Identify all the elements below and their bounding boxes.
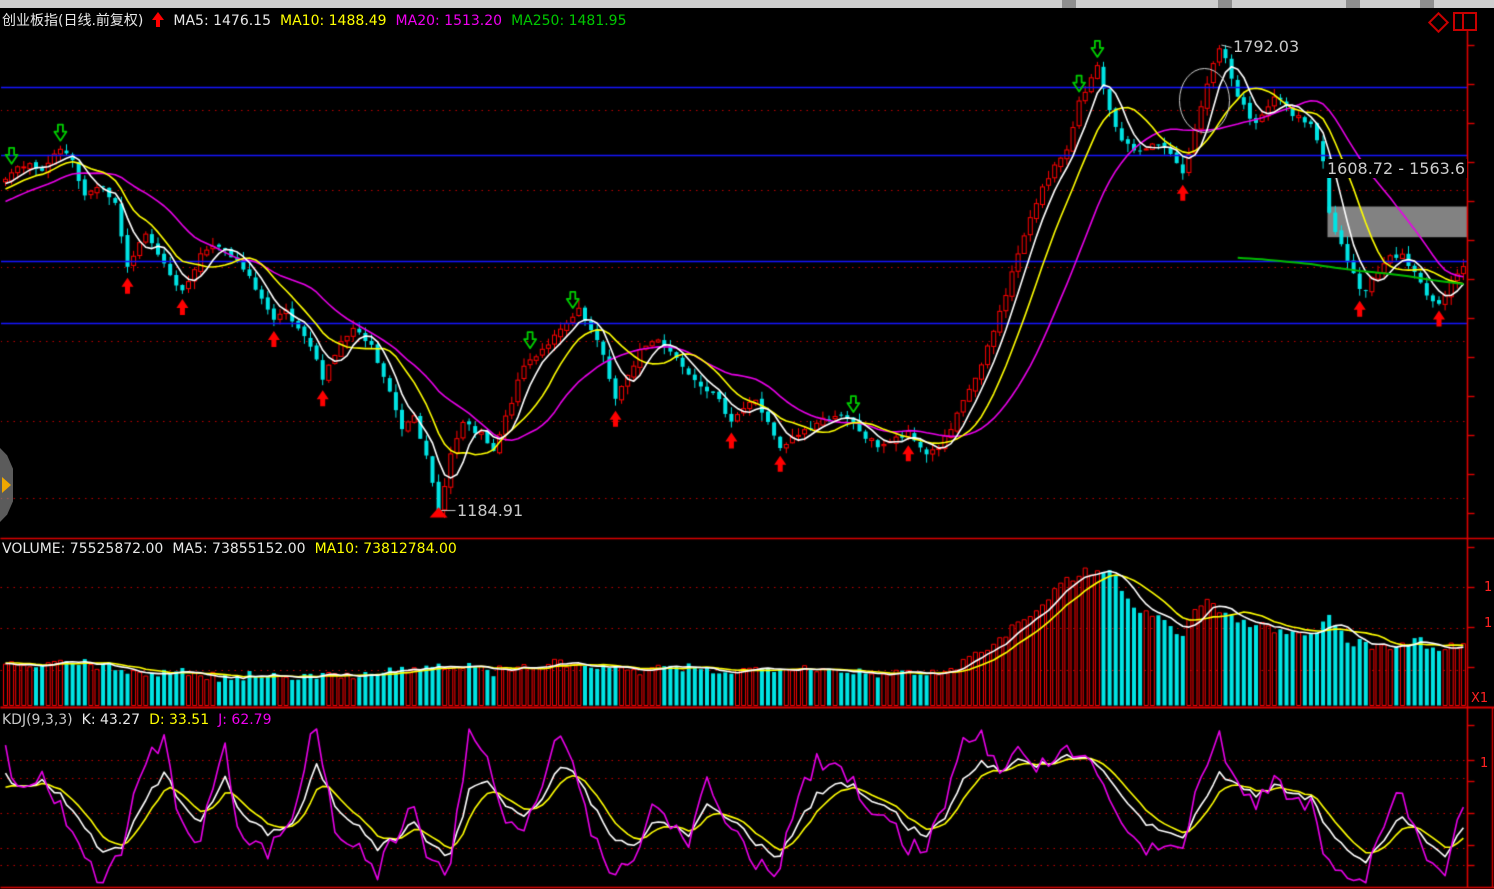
low-price-annotation: 1184.91 [457, 501, 524, 520]
volume-ma10-value: MA10: 73812784.00 [314, 541, 457, 557]
window-strip-divider [1420, 0, 1434, 8]
volume-value: VOLUME: 75525872.00 [2, 541, 164, 557]
window-strip-notch [1346, 0, 1360, 8]
panel-expander-tab[interactable] [0, 448, 13, 522]
expand-arrow-icon [2, 477, 11, 493]
volume-panel-header: VOLUME: 75525872.00 MA5: 73855152.00 MA10:… [2, 541, 466, 557]
kdj-j-value: J: 62.79 [218, 712, 272, 728]
kdj-panel-header: KDJ(9,3,3) K: 43.27 D: 33.51 J: 62.79 [2, 712, 280, 728]
instrument-title: 创业板指(日线.前复权) [2, 13, 144, 29]
volume-axis-tick-label: 1 [1484, 580, 1493, 595]
kdj-k-value: K: 43.27 [81, 712, 141, 728]
price-range-annotation: 1608.72 - 1563.6 [1325, 159, 1468, 178]
kdj-indicator-name: KDJ(9,3,3) [2, 712, 73, 728]
volume-ma5-value: MA5: 73855152.00 [172, 541, 306, 557]
peak-price-annotation: 1792.03 [1233, 37, 1300, 56]
volume-axis-multiplier: X1 [1471, 691, 1489, 706]
up-arrow-icon [152, 12, 165, 27]
window-strip-notch [1218, 0, 1232, 8]
kdj-d-value: D: 33.51 [149, 712, 210, 728]
window-top-strip [0, 0, 1494, 8]
kdj-axis-tick-label: 1 [1480, 756, 1489, 771]
ma10-value: MA10: 1488.49 [280, 13, 387, 29]
window-strip-notch [1062, 0, 1076, 8]
split-window-icon[interactable] [1453, 12, 1477, 31]
ma250-value: MA250: 1481.95 [511, 13, 627, 29]
ma20-value: MA20: 1513.20 [395, 13, 503, 29]
main-chart-header: 创业板指(日线.前复权) MA5: 1476.15 MA10: 1488.49 MA2… [2, 10, 636, 30]
ma5-value: MA5: 1476.15 [173, 13, 271, 29]
volume-axis-tick-label: 1 [1484, 616, 1493, 631]
